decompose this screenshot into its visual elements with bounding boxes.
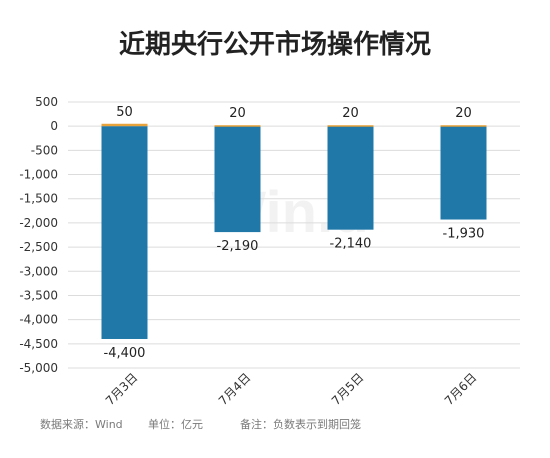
data-label-injection: 20 <box>229 106 246 121</box>
data-label-injection: 20 <box>342 106 359 121</box>
y-tick-label: -500 <box>31 143 58 157</box>
x-tick-label: 7月3日 <box>103 370 141 408</box>
y-tick-label: -2,000 <box>19 216 58 230</box>
data-label-withdrawal: -2,140 <box>330 237 372 252</box>
bar-net-withdrawal <box>440 126 487 220</box>
footnote-source: 数据来源：Wind <box>40 418 123 431</box>
data-label-withdrawal: -2,190 <box>217 239 259 254</box>
bar-injection <box>440 125 487 127</box>
footnote-note: 备注：负数表示到期回笼 <box>240 418 361 431</box>
bar-injection <box>214 125 261 127</box>
x-tick-label: 7月4日 <box>216 370 254 408</box>
bar-net-withdrawal <box>101 126 148 339</box>
y-tick-label: -1,000 <box>19 168 58 182</box>
y-tick-label: -5,000 <box>19 361 58 375</box>
y-tick-label: -3,500 <box>19 288 58 302</box>
y-tick-label: -4,000 <box>19 313 58 327</box>
data-label-injection: 20 <box>455 106 472 121</box>
bar-net-withdrawal <box>214 126 261 233</box>
y-tick-label: 0 <box>50 119 58 133</box>
data-label-injection: 50 <box>116 105 133 120</box>
bar-injection <box>327 125 374 127</box>
data-label-withdrawal: -1,930 <box>443 227 485 242</box>
footnote-unit: 单位：亿元 <box>148 418 203 431</box>
bar-injection <box>101 123 148 127</box>
y-tick-label: -2,500 <box>19 240 58 254</box>
y-tick-label: -3,000 <box>19 264 58 278</box>
data-label-withdrawal: -4,400 <box>104 346 146 361</box>
x-tick-label: 7月5日 <box>329 370 367 408</box>
y-tick-label: -4,500 <box>19 337 58 351</box>
bar-net-withdrawal <box>327 126 374 230</box>
x-tick-label: 7月6日 <box>442 370 480 408</box>
y-tick-label: -1,500 <box>19 192 58 206</box>
chart-title: 近期央行公开市场操作情况 <box>118 30 431 60</box>
y-tick-label: 500 <box>35 95 58 109</box>
